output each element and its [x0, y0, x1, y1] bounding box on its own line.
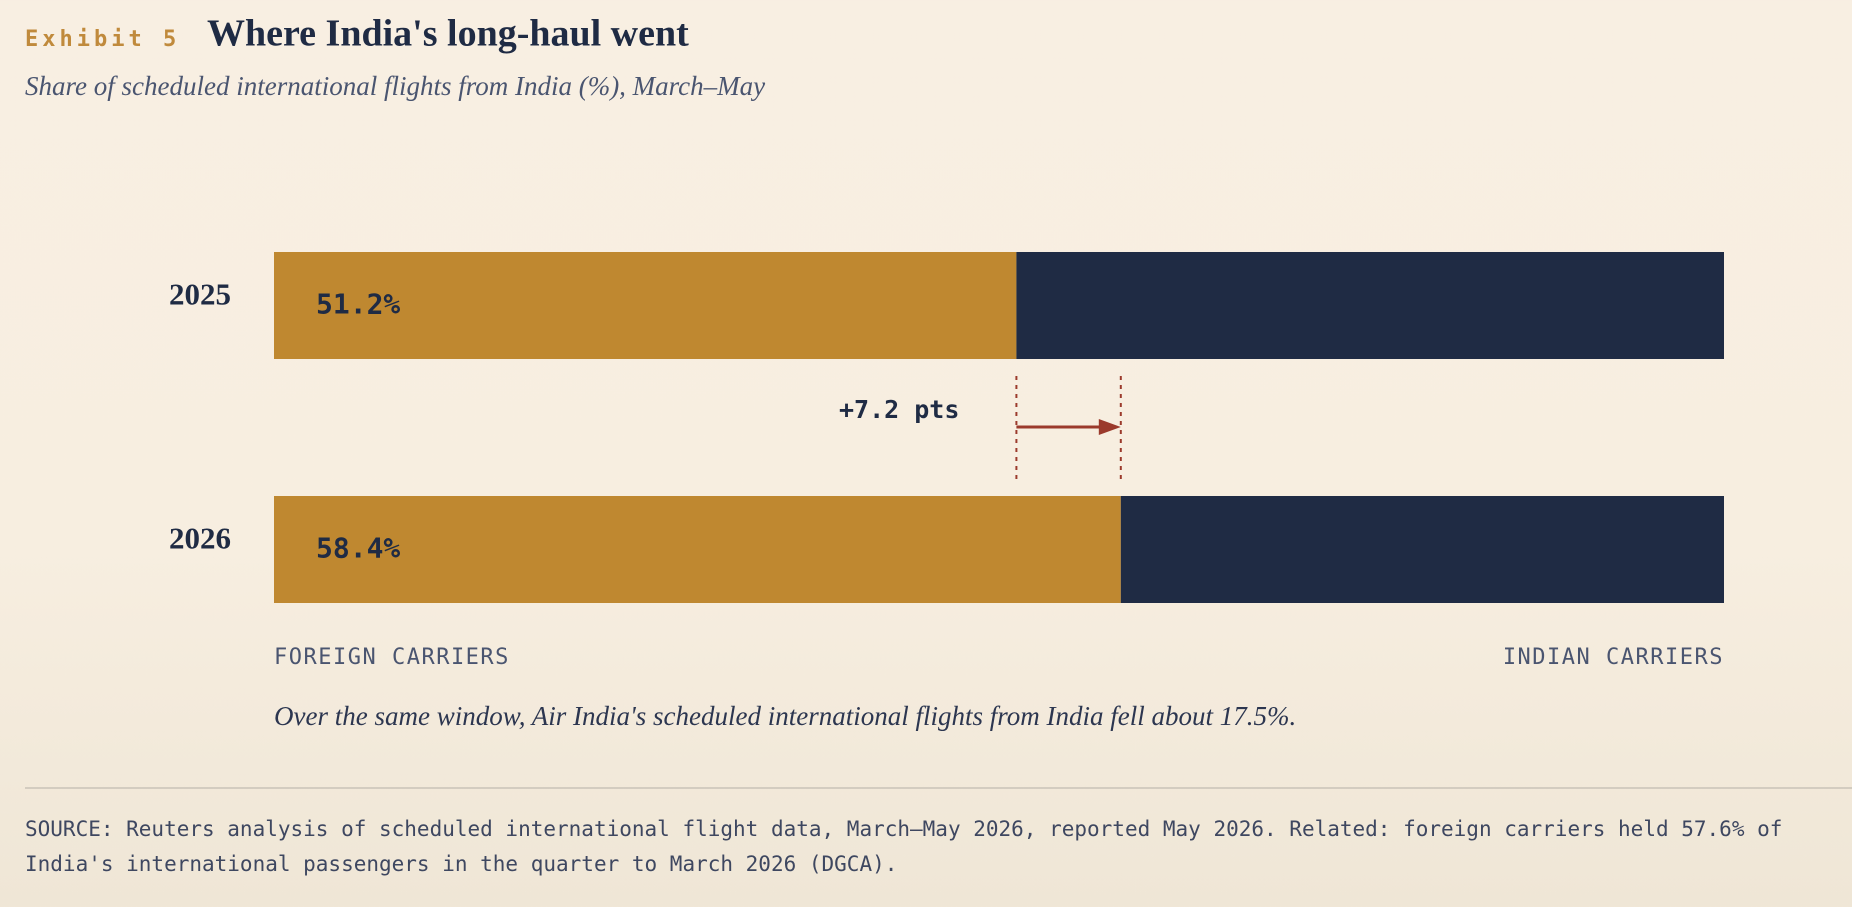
value-label: 51.2%: [316, 288, 400, 321]
source: SOURCE: Reuters analysis of scheduled in…: [25, 817, 1783, 876]
note: Over the same window, Air India's schedu…: [274, 701, 1296, 731]
bar-segment: [1120, 496, 1724, 603]
series-label: FOREIGN CARRIERS: [274, 645, 510, 670]
annotation: +7.2 pts: [839, 395, 959, 424]
series-label: INDIAN CARRIERS: [1503, 645, 1724, 670]
shift-arrowhead: [1098, 419, 1121, 435]
chart-title: Where India's long-haul went: [207, 13, 689, 55]
category-label: 2025: [169, 277, 231, 312]
value-label: 58.4%: [316, 532, 400, 565]
bar-segment: [274, 252, 1017, 359]
bar-segment: [1016, 252, 1724, 359]
chart-subtitle: Share of scheduled international flights…: [25, 71, 765, 101]
exhibit-label: Exhibit 5: [25, 27, 180, 52]
bar-segment: [274, 496, 1121, 603]
category-label: 2026: [169, 521, 231, 556]
